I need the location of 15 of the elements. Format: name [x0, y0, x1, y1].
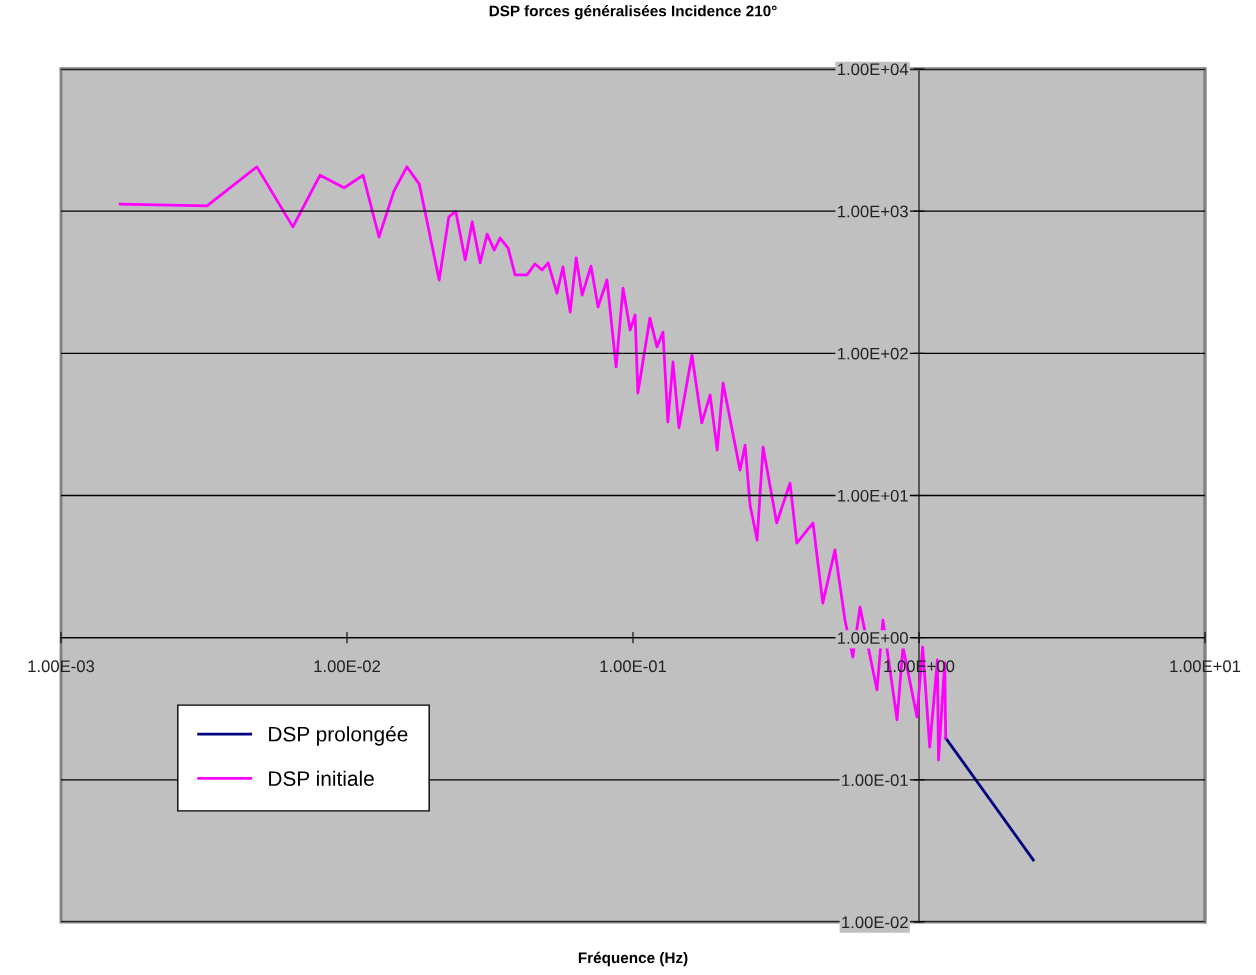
y-tick-label: 1.00E+04 — [838, 63, 909, 76]
y-tick-label: 1.00E+03 — [838, 205, 908, 218]
chart-title: DSP forces généralisées Incidence 210° — [489, 5, 777, 20]
legend-label: DSP initiale — [269, 770, 374, 786]
y-tick-label: 1.00E-02 — [842, 916, 908, 929]
legend-label: DSP prolongée — [269, 726, 408, 746]
x-tick-label: 1.00E-02 — [314, 660, 380, 673]
y-tick-label: 1.00E+02 — [838, 347, 908, 360]
x-tick-label: 1.00E-03 — [28, 660, 95, 673]
x-tick-label: 1.00E-01 — [600, 660, 667, 673]
y-tick-label: 1.00E+00 — [838, 632, 908, 644]
y-tick-label: 1.00E+01 — [838, 489, 908, 502]
y-tick-label: 1.00E-01 — [842, 774, 908, 787]
x-axis-title: Fréquence (Hz) — [578, 951, 688, 967]
x-tick-label: 1.00E+01 — [1170, 660, 1241, 673]
